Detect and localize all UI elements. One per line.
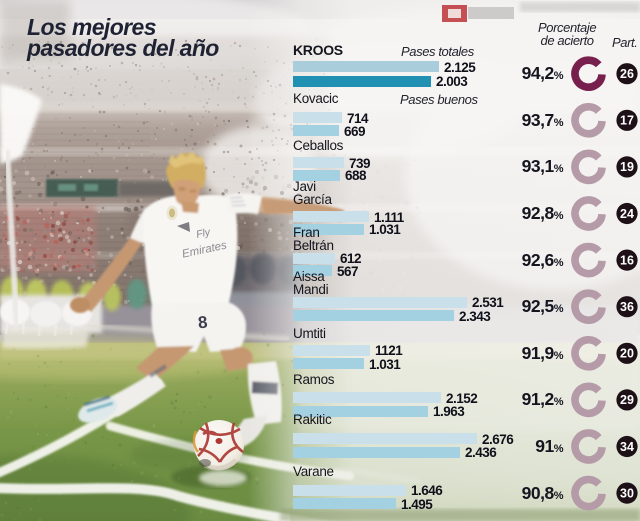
svg-text:24: 24 bbox=[620, 207, 634, 221]
svg-text:19: 19 bbox=[620, 160, 634, 174]
svg-text:Fly: Fly bbox=[195, 226, 212, 241]
svg-text:36: 36 bbox=[620, 300, 634, 314]
svg-text:17: 17 bbox=[620, 114, 634, 128]
svg-text:20: 20 bbox=[620, 347, 634, 361]
svg-text:29: 29 bbox=[620, 393, 634, 407]
svg-text:34: 34 bbox=[620, 440, 634, 454]
svg-text:26: 26 bbox=[620, 67, 634, 81]
svg-text:8: 8 bbox=[197, 313, 208, 333]
svg-text:30: 30 bbox=[620, 486, 634, 500]
svg-text:16: 16 bbox=[620, 253, 634, 267]
